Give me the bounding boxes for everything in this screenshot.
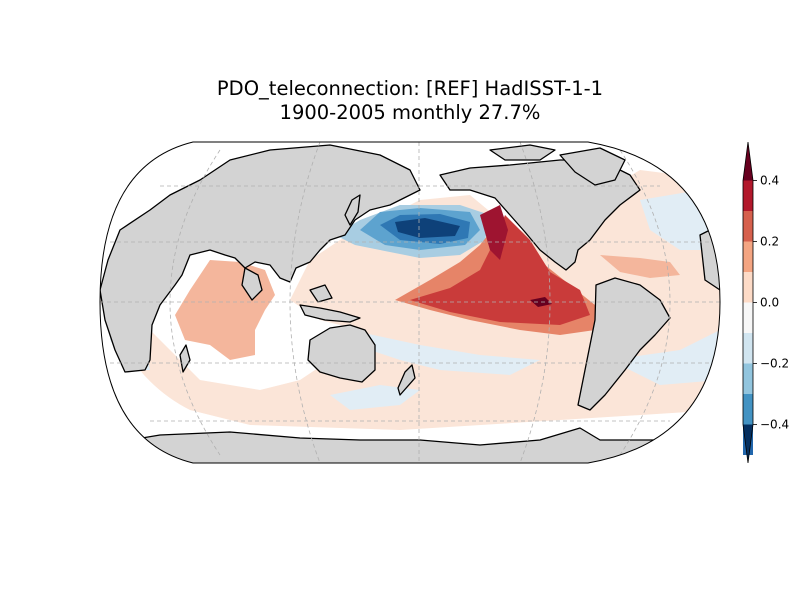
colorbar-tick-label: −0.4 bbox=[760, 418, 789, 432]
land-indonesia bbox=[299, 304, 361, 323]
colorbar-extend-min bbox=[743, 424, 753, 463]
land-india bbox=[241, 267, 263, 301]
colorbar-segment bbox=[743, 241, 753, 272]
colorbar-segment bbox=[743, 272, 753, 303]
anomaly-positive-pacific-core bbox=[480, 205, 508, 260]
anomaly-weak-negative-south-atlantic bbox=[610, 330, 720, 385]
land-new-zealand bbox=[397, 364, 416, 396]
anomaly-weak-negative-south-pacific bbox=[350, 330, 540, 375]
land-antarctica bbox=[100, 427, 720, 463]
graticule bbox=[100, 142, 720, 463]
anomaly-positive-atlantic bbox=[600, 255, 680, 278]
colorbar-tick-label: 0.4 bbox=[760, 174, 779, 188]
land-south-america bbox=[577, 277, 671, 411]
anomaly-negative-north-pacific-core bbox=[395, 218, 460, 238]
colorbar-extend-max bbox=[743, 142, 753, 181]
land-borneo bbox=[309, 284, 333, 303]
colorbar-segment bbox=[743, 333, 753, 364]
colorbar-tick-label: 0.0 bbox=[760, 296, 779, 310]
colorbar-tick-label: −0.2 bbox=[760, 357, 789, 371]
colorbar-segment bbox=[743, 180, 753, 211]
globe-outline bbox=[99, 141, 721, 464]
anomaly-weak-negative-southern bbox=[330, 385, 420, 410]
colorbar-segment bbox=[743, 211, 753, 242]
colorbar-ticks: 0.4 0.2 0.0 −0.2 −0.4 bbox=[753, 174, 789, 432]
land-japan bbox=[344, 194, 361, 226]
land-madagascar bbox=[179, 344, 191, 373]
land-arctic-islands bbox=[489, 144, 556, 161]
land-australia bbox=[307, 324, 376, 383]
land-greenland bbox=[559, 147, 626, 186]
map-title-line2: 1900-2005 monthly 27.7% bbox=[279, 101, 541, 124]
land-eurasia-africa bbox=[100, 144, 421, 373]
colorbar-segment bbox=[743, 302, 753, 333]
map-title-line1: PDO_teleconnection: [REF] HadISST-1-1 bbox=[216, 77, 604, 100]
colorbar-segment bbox=[743, 394, 753, 425]
colorbar-segment bbox=[743, 363, 753, 394]
colorbar-tick-label: 0.2 bbox=[760, 235, 779, 249]
colorbar-swatches bbox=[742, 141, 754, 464]
